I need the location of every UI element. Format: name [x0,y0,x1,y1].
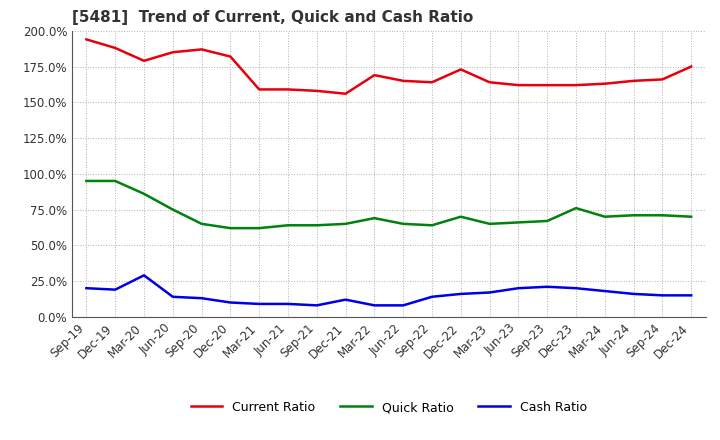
Text: [5481]  Trend of Current, Quick and Cash Ratio: [5481] Trend of Current, Quick and Cash … [72,11,473,26]
Current Ratio [600,81,609,86]
Current Ratio [284,87,292,92]
Cash Ratio [543,284,552,290]
Current Ratio [485,80,494,85]
Quick Ratio [341,221,350,227]
Current Ratio [370,73,379,78]
Quick Ratio [428,223,436,228]
Quick Ratio [658,213,667,218]
Current Ratio [82,37,91,42]
Current Ratio [341,91,350,96]
Quick Ratio [485,221,494,227]
Current Ratio [168,50,177,55]
Quick Ratio [284,223,292,228]
Line: Current Ratio: Current Ratio [86,39,691,94]
Cash Ratio [514,286,523,291]
Quick Ratio [514,220,523,225]
Quick Ratio [111,178,120,183]
Current Ratio [399,78,408,84]
Line: Cash Ratio: Cash Ratio [86,275,691,305]
Cash Ratio [600,289,609,294]
Current Ratio [428,80,436,85]
Cash Ratio [82,286,91,291]
Cash Ratio [370,303,379,308]
Cash Ratio [456,291,465,297]
Quick Ratio [600,214,609,219]
Current Ratio [312,88,321,93]
Cash Ratio [197,296,206,301]
Current Ratio [658,77,667,82]
Current Ratio [140,58,148,63]
Quick Ratio [399,221,408,227]
Current Ratio [111,45,120,51]
Cash Ratio [168,294,177,299]
Current Ratio [543,82,552,88]
Quick Ratio [572,205,580,211]
Cash Ratio [658,293,667,298]
Quick Ratio [226,225,235,231]
Cash Ratio [687,293,696,298]
Quick Ratio [197,221,206,227]
Quick Ratio [140,191,148,196]
Current Ratio [629,78,638,84]
Current Ratio [514,82,523,88]
Cash Ratio [485,290,494,295]
Quick Ratio [543,218,552,224]
Quick Ratio [629,213,638,218]
Cash Ratio [255,301,264,307]
Current Ratio [226,54,235,59]
Cash Ratio [140,273,148,278]
Quick Ratio [82,178,91,183]
Cash Ratio [312,303,321,308]
Cash Ratio [226,300,235,305]
Cash Ratio [629,291,638,297]
Line: Quick Ratio: Quick Ratio [86,181,691,228]
Quick Ratio [255,225,264,231]
Quick Ratio [687,214,696,219]
Cash Ratio [428,294,436,299]
Current Ratio [197,47,206,52]
Current Ratio [456,67,465,72]
Cash Ratio [284,301,292,307]
Cash Ratio [572,286,580,291]
Cash Ratio [111,287,120,292]
Current Ratio [687,64,696,69]
Current Ratio [572,82,580,88]
Legend: Current Ratio, Quick Ratio, Cash Ratio: Current Ratio, Quick Ratio, Cash Ratio [186,396,592,419]
Current Ratio [255,87,264,92]
Cash Ratio [399,303,408,308]
Quick Ratio [370,216,379,221]
Quick Ratio [456,214,465,219]
Quick Ratio [168,207,177,212]
Quick Ratio [312,223,321,228]
Cash Ratio [341,297,350,302]
